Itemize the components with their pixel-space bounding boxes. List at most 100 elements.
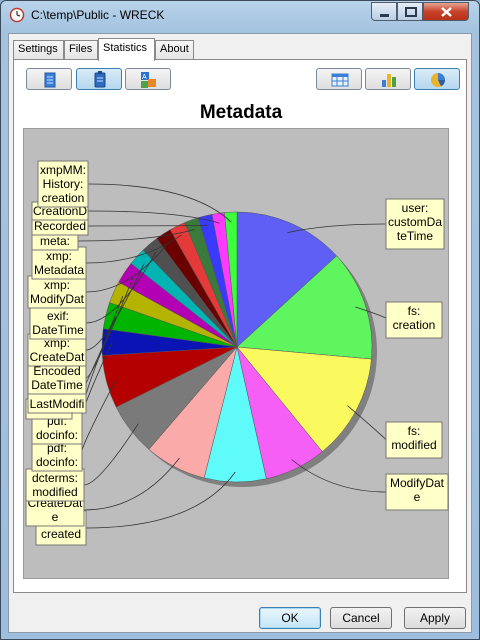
label-text: xmp: — [44, 278, 70, 292]
label-text: modified — [391, 438, 436, 452]
pie-chart-view-button[interactable] — [414, 68, 460, 90]
leader-line — [287, 223, 387, 233]
leader-line — [85, 471, 236, 529]
label-box — [31, 246, 87, 280]
chart-title: Metadata — [199, 102, 283, 123]
title-bar[interactable]: C:\temp\Public - WRECK — [1, 1, 479, 31]
tab-label: Files — [69, 43, 93, 55]
label-box — [25, 468, 85, 502]
tab-label: Settings — [18, 43, 58, 55]
leader-line — [83, 423, 139, 486]
tab-about[interactable]: About — [155, 40, 194, 60]
clipboard-view-button[interactable] — [76, 68, 122, 90]
table-icon — [331, 73, 349, 87]
label-text: modified — [32, 485, 77, 499]
label-text: History: — [43, 177, 84, 191]
label-text: dcterms: — [32, 471, 78, 485]
label-text: DateTime — [31, 378, 83, 392]
label-text: Recorded — [34, 219, 86, 233]
label-text: ModifyDat — [30, 292, 85, 306]
label-box — [385, 473, 449, 511]
cancel-button[interactable]: Cancel — [330, 607, 392, 629]
pie-slice — [236, 255, 373, 360]
tab-statistics[interactable]: Statistics — [98, 38, 155, 61]
minimize-icon — [380, 14, 389, 17]
slice-label: xmpMM:History:creation — [37, 160, 89, 208]
minimize-button[interactable] — [371, 2, 397, 21]
close-icon — [441, 7, 452, 17]
pie-chart-icon — [431, 73, 445, 87]
clipboard-icon — [94, 71, 106, 88]
table-view-button[interactable] — [316, 68, 362, 90]
leader-line — [85, 242, 170, 293]
label-text: CreateDat — [30, 350, 85, 364]
label-text: fs: — [408, 424, 421, 438]
leader-line — [85, 251, 157, 324]
label-text: docinfo: — [36, 428, 78, 442]
leader-line — [85, 234, 182, 264]
label-box — [385, 421, 443, 459]
slice-label: xmp:ModifyDat — [27, 275, 87, 309]
slice-label: exif:DateTime — [29, 306, 87, 340]
dialog-client: Settings Files Statistics About — [8, 33, 472, 633]
document-view-button[interactable] — [26, 68, 72, 90]
label-text: e — [52, 510, 59, 524]
tab-label: About — [160, 43, 189, 55]
window-title: C:\temp\Public - WRECK — [31, 8, 165, 22]
leader-line — [77, 229, 195, 242]
ok-button[interactable]: OK — [259, 607, 321, 629]
leader-line — [83, 457, 180, 511]
label-text: e — [414, 490, 421, 504]
leader-line — [87, 183, 232, 223]
label-text: creation — [42, 191, 85, 205]
tab-settings[interactable]: Settings — [13, 40, 64, 60]
maximize-icon — [405, 7, 417, 17]
label-text: xmp: — [46, 249, 72, 263]
leader-line — [291, 459, 387, 493]
label-text: xmpMM: — [40, 163, 86, 177]
svg-text:A: A — [142, 74, 147, 81]
label-text: user: — [402, 201, 429, 215]
label-text: DateTime — [32, 323, 84, 337]
maximize-button[interactable] — [397, 2, 423, 21]
document-icon — [44, 72, 56, 88]
slice-label: meta: — [31, 231, 79, 251]
leader-line — [87, 210, 220, 224]
bar-chart-view-button[interactable] — [365, 68, 411, 90]
label-box — [385, 198, 445, 250]
label-box — [385, 301, 443, 339]
slice-label: fs:creation — [385, 301, 443, 339]
tab-label: Statistics — [103, 42, 148, 54]
label-text: Encoded — [33, 364, 80, 378]
abc-icon: A — [141, 72, 156, 88]
app-clock-icon — [9, 7, 25, 23]
label-text: customDa — [388, 215, 442, 229]
label-text: meta: — [40, 234, 70, 248]
label-box — [27, 361, 87, 395]
label-text: Metadata — [34, 263, 84, 277]
tab-files[interactable]: Files — [64, 40, 98, 60]
label-text: exif: — [47, 309, 69, 323]
pie-slice — [236, 346, 372, 452]
slice-label: dcterms:modified — [25, 468, 85, 502]
apply-button[interactable]: Apply — [404, 607, 466, 629]
label-text: creation — [393, 318, 436, 332]
label-text: created — [41, 527, 81, 541]
abc-view-button[interactable]: A — [125, 68, 171, 90]
leader-line — [85, 263, 145, 351]
pie-slice — [224, 211, 238, 348]
pie-chart-plot: user: customDa teTime fs: creation fs: modifie… — [23, 128, 449, 579]
pie-chart: user:customDateTimefs:creationfs:modifie… — [25, 160, 449, 546]
label-text: LastModifi — [30, 397, 85, 411]
label-box — [29, 306, 87, 340]
slice-label: xmp:Metadata — [31, 246, 87, 280]
pie-slice — [236, 211, 337, 348]
statistics-panel: A — [13, 59, 467, 593]
label-box — [37, 160, 89, 208]
close-button[interactable] — [423, 2, 469, 21]
label-box — [27, 275, 87, 309]
